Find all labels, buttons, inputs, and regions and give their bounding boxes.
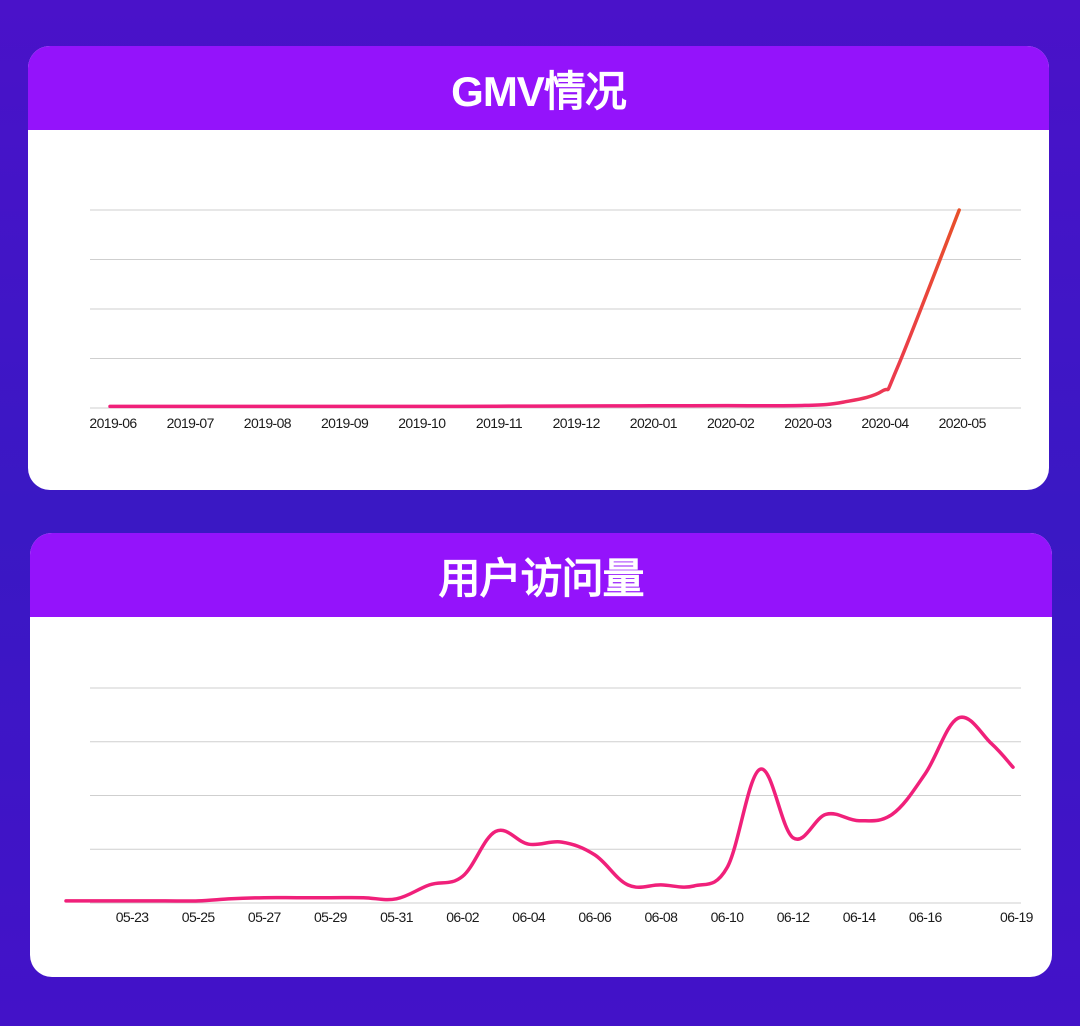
visits-chart-title: 用户访问量 bbox=[438, 554, 644, 602]
gmv-chart-title: GMV情况 bbox=[451, 67, 627, 115]
visits-card: 用户访问量 bbox=[30, 533, 1052, 977]
visits-card-header: 用户访问量 bbox=[30, 533, 1052, 617]
gmv-card-header: GMV情况 bbox=[28, 46, 1049, 130]
gmv-card: GMV情况 bbox=[28, 46, 1049, 490]
